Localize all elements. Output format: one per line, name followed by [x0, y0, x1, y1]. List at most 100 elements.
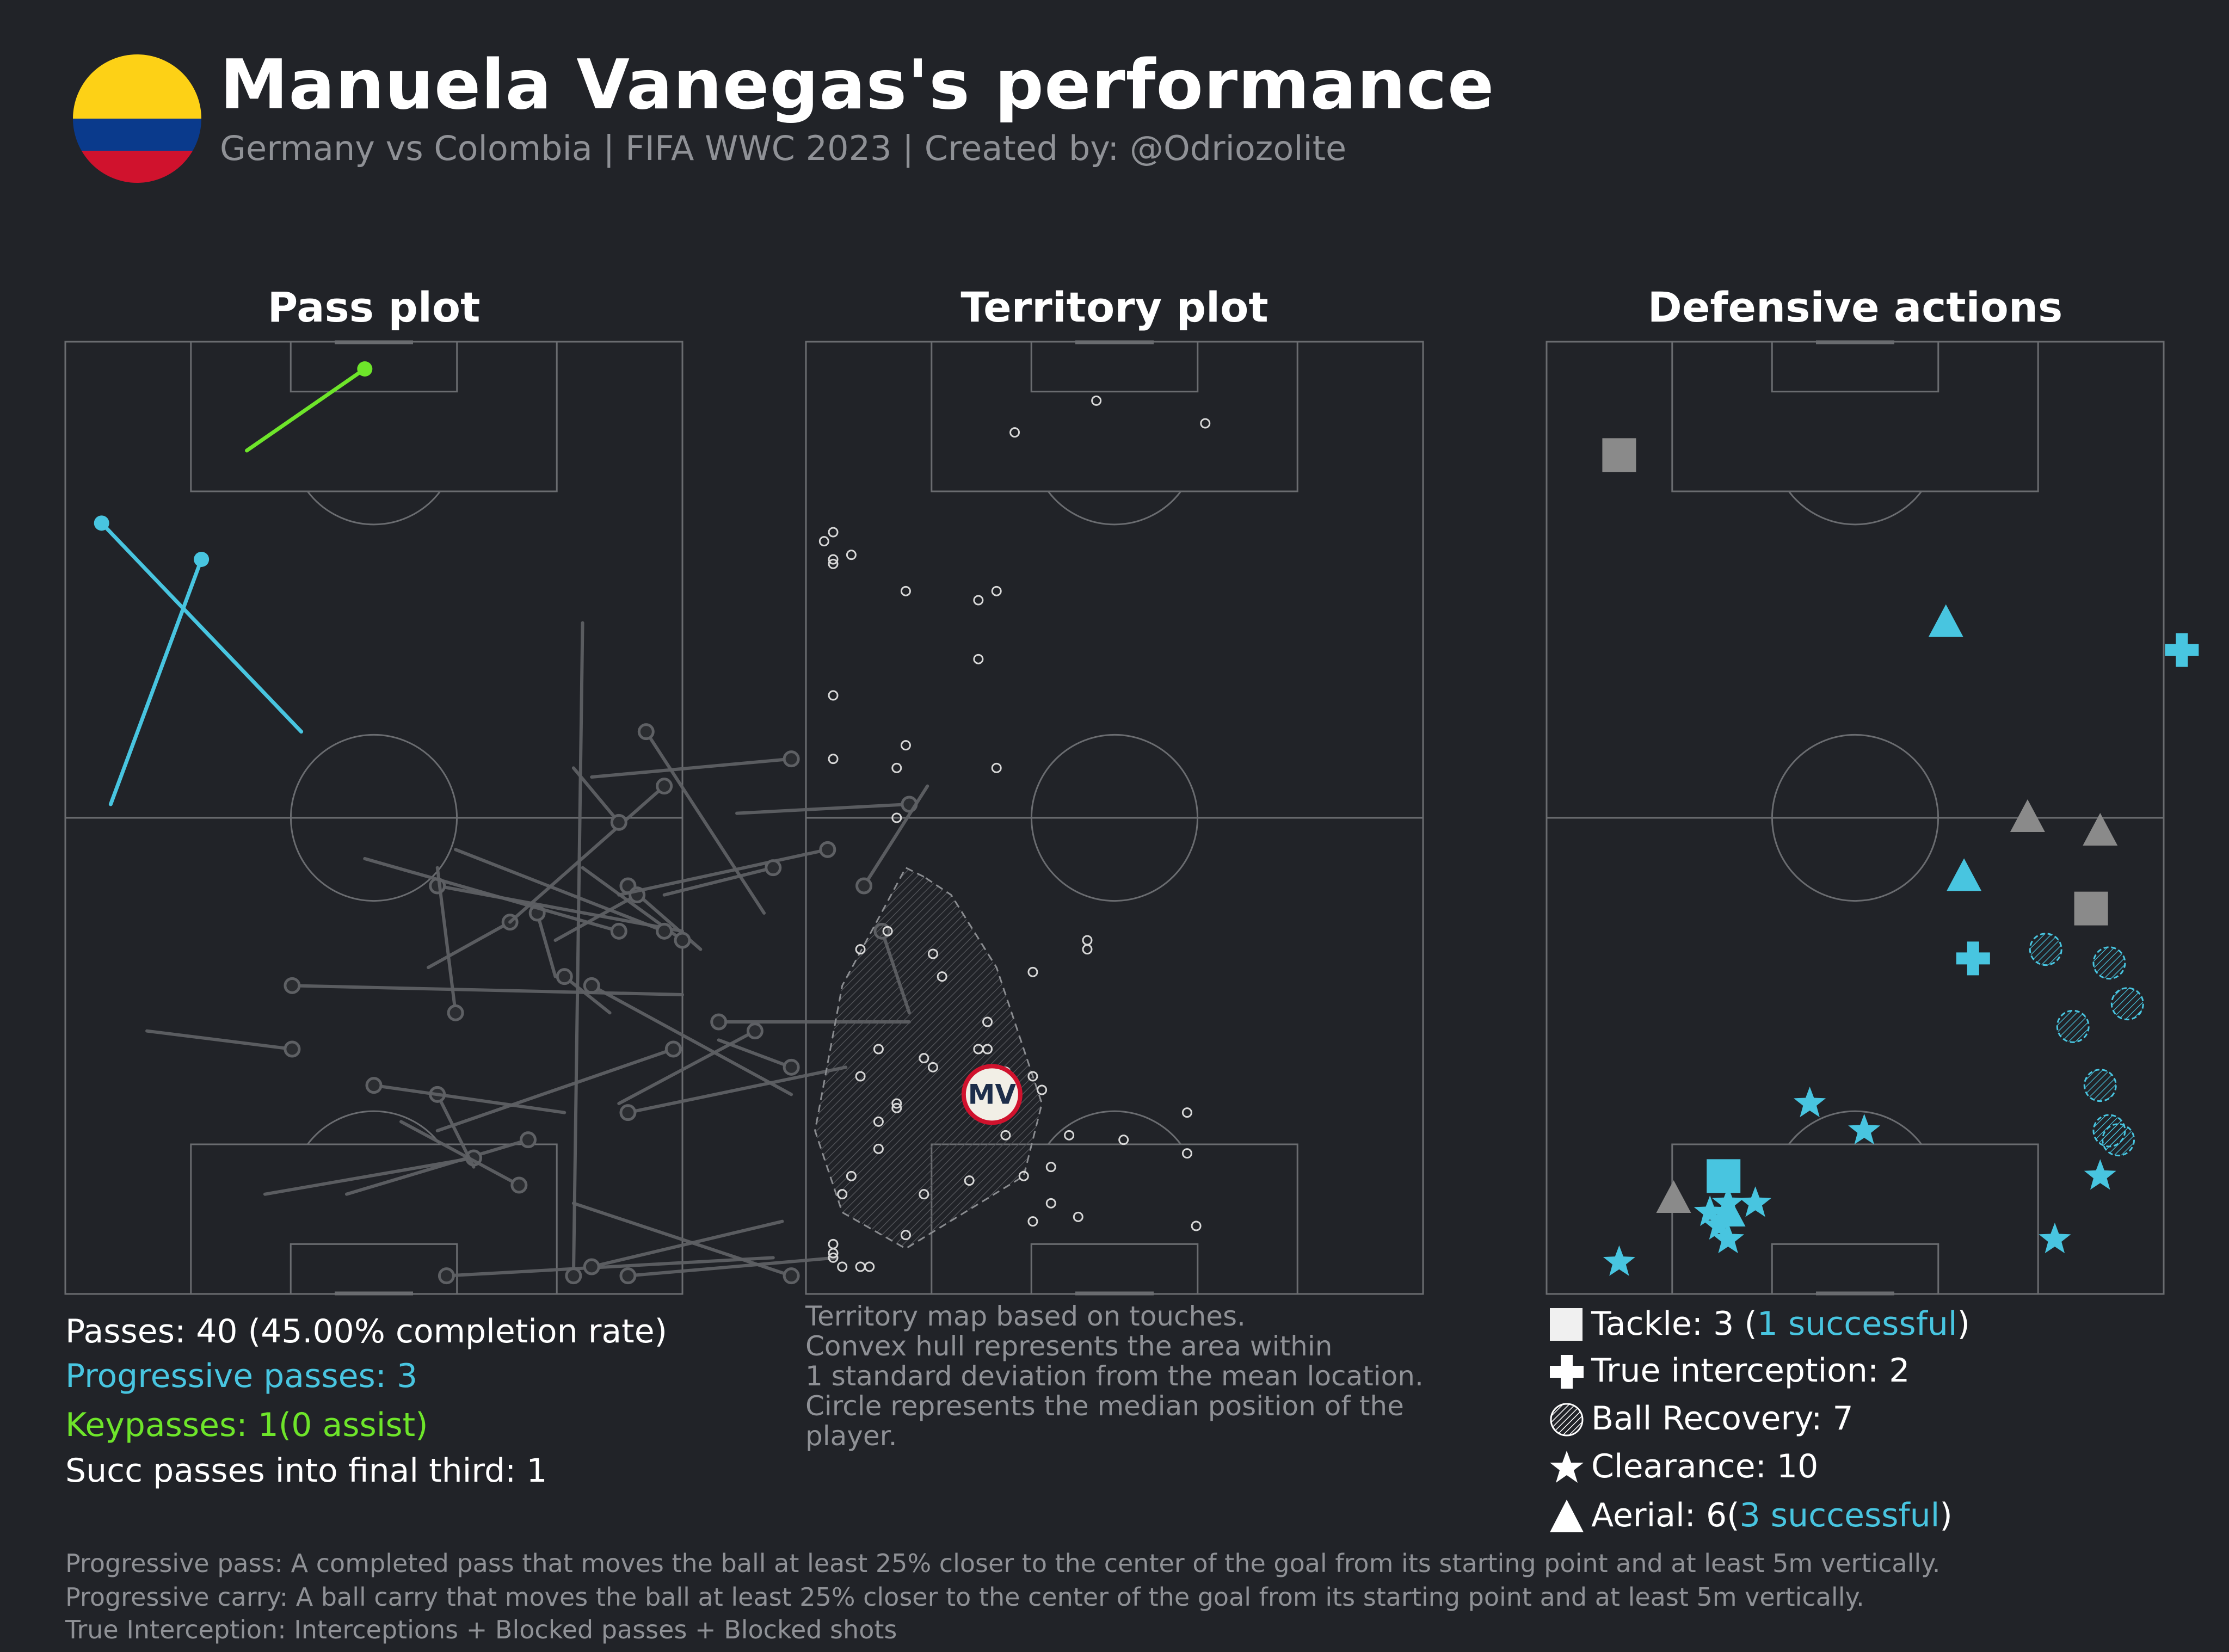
penalty-area: [931, 341, 1298, 492]
touch-point: [927, 1062, 938, 1072]
clearance-marker: [1694, 1195, 1726, 1226]
touch-point: [1027, 1216, 1038, 1227]
recovery-marker: [2092, 946, 2126, 980]
center-circle: [1771, 733, 1939, 902]
aerial-marker: [2083, 813, 2118, 846]
interception-label: True interception: 2: [1591, 1352, 1910, 1390]
touch-point: [937, 971, 947, 982]
defensive-actions-title: Defensive actions: [1647, 283, 2063, 331]
pass-line: [626, 1065, 848, 1114]
touch-point: [855, 944, 866, 955]
pass-line: [435, 866, 458, 1015]
touch-point: [828, 1238, 839, 1249]
clearance-marker: [1603, 1245, 1635, 1276]
aerial-marker: [1928, 604, 1963, 637]
touch-point: [900, 585, 911, 596]
pass-line: [445, 1256, 775, 1278]
flag-blue-band: [73, 119, 201, 151]
touch-point: [1082, 944, 1093, 955]
pass-line: [372, 1083, 567, 1114]
touch-point: [828, 1252, 839, 1263]
pass-end-point: [783, 1267, 800, 1285]
center-circle: [290, 733, 458, 902]
pass-end-point: [583, 1258, 600, 1275]
footnote-progressive-carry: Progressive carry: A ball carry that mov…: [65, 1582, 1864, 1612]
touch-point: [828, 754, 839, 765]
touch-point: [1037, 1084, 1048, 1095]
aerial-marker: [1710, 1194, 1746, 1226]
pass-end-point: [619, 1267, 637, 1285]
recovery-marker: [2056, 1009, 2090, 1043]
territory-notes: Territory map based on touches. Convex h…: [805, 1302, 1458, 1451]
pass-line: [245, 367, 367, 453]
touch-point: [1200, 418, 1211, 429]
pass-line: [508, 784, 666, 924]
touch-point: [1045, 1198, 1056, 1209]
pass-line: [399, 1120, 521, 1187]
touch-point: [1191, 1220, 1202, 1231]
touch-point: [1000, 1130, 1011, 1141]
touch-point: [1082, 935, 1093, 946]
progressive-end-point: [194, 552, 210, 567]
pass-end-point: [656, 922, 673, 940]
passes-stat: Passes: 40 (45.00% completion rate): [65, 1312, 668, 1351]
defensive-layer: [1602, 438, 2199, 1276]
touch-point: [919, 1053, 929, 1064]
touch-point: [828, 690, 839, 701]
touch-point: [982, 1016, 993, 1027]
tackle-suffix: ): [1957, 1305, 1970, 1343]
pass-line: [454, 848, 666, 933]
pass-end-point: [656, 778, 673, 795]
touch-point: [1027, 1071, 1038, 1082]
touch-point: [882, 926, 893, 936]
interception-marker: [2165, 633, 2199, 667]
pass-line: [617, 1029, 757, 1105]
pass-line: [571, 621, 584, 1278]
clearance-marker: [2084, 1159, 2116, 1190]
pass-end-point: [637, 723, 655, 741]
recovery-marker: [2029, 933, 2062, 966]
territory-note-line: 1 standard deviation from the mean locat…: [805, 1360, 1424, 1392]
tackle-success: 1 successful: [1757, 1305, 1957, 1343]
touch-point: [837, 1261, 848, 1272]
plus-icon: [1550, 1355, 1584, 1389]
touch-point: [864, 1261, 875, 1272]
pass-line: [563, 975, 612, 1015]
footnote-true-interception: True Interception: Interceptions + Block…: [65, 1615, 897, 1644]
pass-line: [535, 911, 557, 978]
pass-end-point: [664, 1040, 682, 1058]
penalty-area: [1671, 341, 2039, 492]
touch-point: [1045, 1162, 1056, 1173]
clearance-marker: [1848, 1114, 1881, 1145]
touch-point: [891, 762, 902, 773]
pass-end-point: [746, 1022, 763, 1040]
territory-note-line: player.: [805, 1420, 897, 1452]
triangle-icon: [1550, 1500, 1584, 1532]
page-subtitle: Germany vs Colombia | FIFA WWC 2023 | Cr…: [220, 128, 1347, 168]
pass-end-point: [365, 1077, 383, 1094]
touch-point: [1118, 1135, 1129, 1145]
tackle-marker: [2074, 891, 2108, 926]
pass-end-point: [855, 877, 873, 895]
territory-layer: MV: [814, 395, 1211, 1272]
pass-end-point: [583, 977, 600, 994]
pass-line: [290, 984, 684, 996]
touch-point: [873, 1044, 884, 1055]
pass-end-point: [765, 859, 782, 877]
territory-note-line: Circle represents the median position of…: [805, 1390, 1404, 1422]
touch-point: [1181, 1107, 1192, 1118]
center-circle: [1030, 733, 1199, 902]
clearance-marker: [1739, 1186, 1771, 1217]
aerial-success: 3 successful: [1739, 1496, 1940, 1534]
progressive-passes-stat: Progressive passes: 3: [65, 1357, 418, 1395]
goal-area: [290, 341, 458, 393]
recovery-label: Ball Recovery: 7: [1591, 1400, 1854, 1438]
territory-note-line: Territory map based on touches.: [805, 1300, 1246, 1332]
touch-point: [846, 550, 857, 560]
penalty-arc: [1047, 1110, 1182, 1145]
page-title: Manuela Vanegas's performance: [220, 45, 1495, 125]
touch-point: [855, 1261, 866, 1272]
territory-note-line: Convex hull represents the area within: [805, 1330, 1333, 1362]
